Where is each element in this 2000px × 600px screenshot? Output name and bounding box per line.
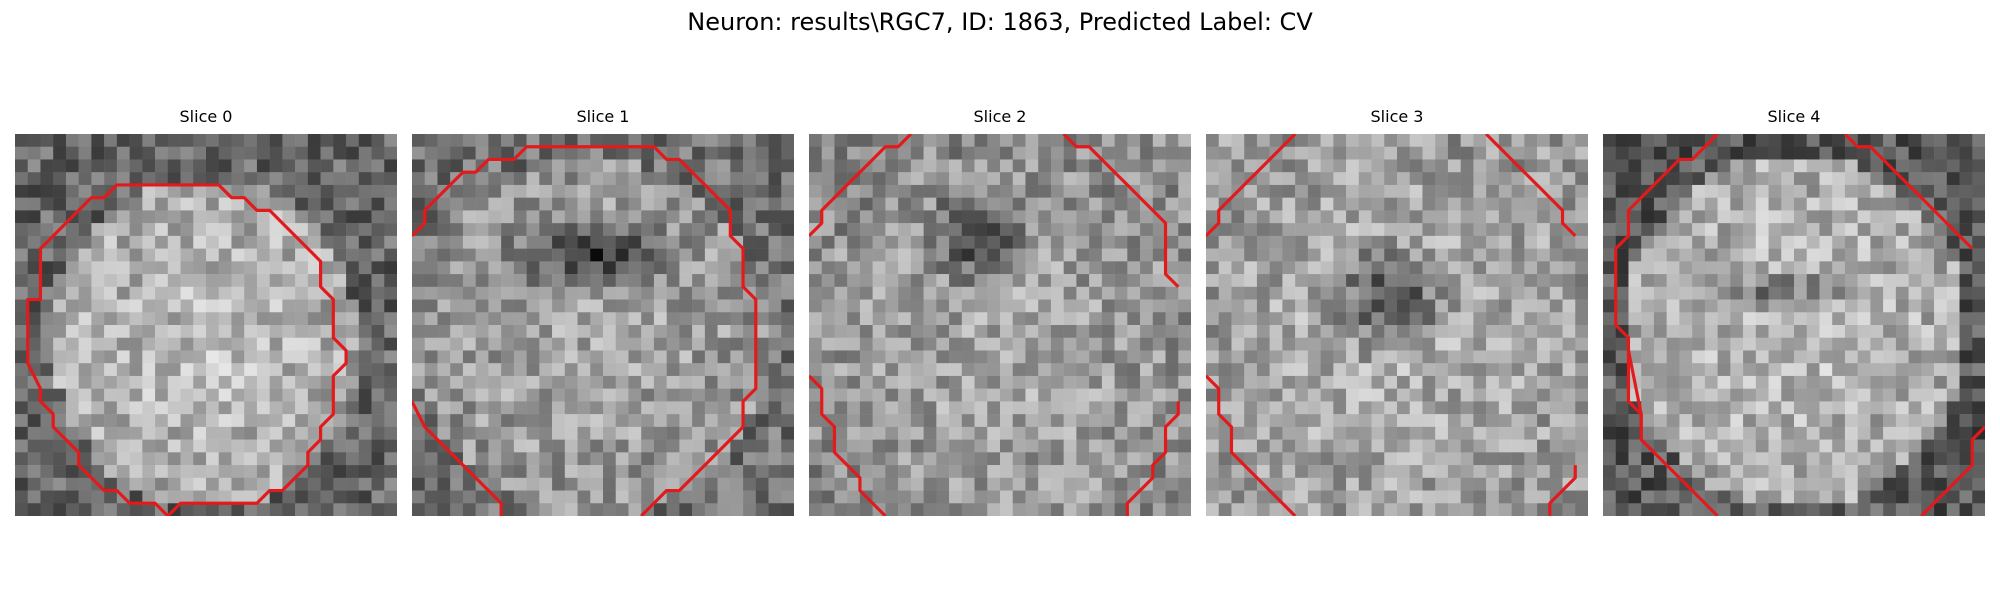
contour-line: [1548, 465, 1577, 516]
contour-line: [412, 145, 758, 516]
contour-line: [1062, 134, 1180, 288]
slice-panel-4: Slice 4: [1603, 107, 1985, 517]
slice-image-4: [1603, 134, 1985, 516]
contour-line: [1626, 350, 1719, 516]
slice-image-1: [412, 134, 794, 516]
slice-title-2: Slice 2: [973, 107, 1027, 126]
contour-line: [1206, 374, 1297, 516]
contour-line: [1485, 134, 1577, 237]
contour-line: [1614, 134, 1719, 454]
contour-line: [809, 374, 887, 516]
contour-line: [809, 134, 912, 237]
contour-line: [1843, 134, 1974, 250]
contour-line: [26, 183, 348, 516]
contour-line: [412, 400, 503, 516]
slice-panel-0: Slice 0: [15, 107, 397, 517]
slice-panel-2: Slice 2: [809, 107, 1191, 517]
contour-line: [1125, 401, 1180, 516]
slice-title-4: Slice 4: [1767, 107, 1821, 126]
slice-title-1: Slice 1: [576, 107, 630, 126]
slice-image-3: [1206, 134, 1588, 516]
slice-panel-1: Slice 1: [412, 107, 794, 517]
figure-title: Neuron: results\RGC7, ID: 1863, Predicte…: [687, 8, 1313, 36]
slice-title-3: Slice 3: [1370, 107, 1424, 126]
contour-line: [1920, 425, 1985, 516]
slice-panel-3: Slice 3: [1206, 107, 1588, 517]
slice-image-0: [15, 134, 397, 516]
slice-title-0: Slice 0: [179, 107, 233, 126]
slice-image-2: [809, 134, 1191, 516]
contour-line: [1206, 134, 1297, 237]
